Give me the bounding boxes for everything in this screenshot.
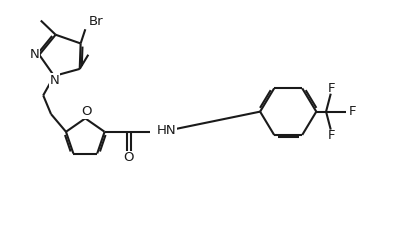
Text: N: N (49, 74, 59, 87)
Text: F: F (328, 81, 335, 95)
Text: F: F (328, 129, 335, 142)
Text: Br: Br (88, 15, 103, 27)
Text: F: F (349, 105, 356, 118)
Text: HN: HN (157, 124, 176, 137)
Text: O: O (123, 151, 134, 164)
Text: N: N (29, 48, 39, 61)
Text: O: O (81, 105, 91, 118)
